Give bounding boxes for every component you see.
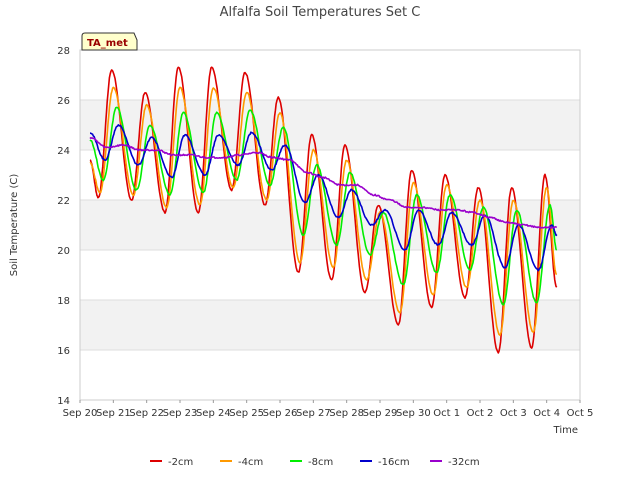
x-tick-label: Sep 21 xyxy=(96,408,131,419)
y-tick-label: 16 xyxy=(57,346,70,357)
y-tick-label: 20 xyxy=(57,246,70,257)
legend-label: -2cm xyxy=(168,457,193,468)
plot-frame xyxy=(79,49,581,401)
y-tick-label: 28 xyxy=(57,46,70,57)
annotation-box: TA_met xyxy=(81,32,138,51)
legend-label: -8cm xyxy=(308,457,333,468)
x-tick-label: Oct 5 xyxy=(567,408,594,419)
series-line-minus-4cm xyxy=(89,86,558,336)
x-tick-label: Oct 3 xyxy=(500,408,527,419)
legend-label: -16cm xyxy=(378,457,410,468)
series-layer xyxy=(89,66,558,354)
y-tick-label: 24 xyxy=(57,146,70,157)
x-tick-label: Sep 27 xyxy=(296,408,331,419)
y-tick-label: 26 xyxy=(57,96,70,107)
legend-label: -4cm xyxy=(238,457,263,468)
x-axis-label: Time xyxy=(553,425,578,436)
series-line-minus-8cm xyxy=(89,106,558,306)
x-tick-label: Sep 22 xyxy=(129,408,164,419)
y-tick-label: 18 xyxy=(57,296,70,307)
plot-band xyxy=(80,100,580,150)
x-tick-label: Oct 2 xyxy=(467,408,494,419)
x-tick-label: Sep 30 xyxy=(396,408,431,419)
y-tick-label: 14 xyxy=(57,396,70,407)
y-tick-label: 22 xyxy=(57,196,70,207)
y-tick-labels: 14 16 18 20 22 24 26 28 xyxy=(57,46,70,407)
x-tick-label: Sep 20 xyxy=(63,408,98,419)
x-tick-label: Oct 1 xyxy=(433,408,460,419)
x-tick-label: Sep 25 xyxy=(229,408,264,419)
x-tick-label: Sep 29 xyxy=(363,408,398,419)
x-tick-label: Sep 26 xyxy=(263,408,298,419)
x-tick-label: Oct 4 xyxy=(533,408,560,419)
x-tick-label: Sep 23 xyxy=(163,408,198,419)
y-axis-label: Soil Temperature (C) xyxy=(9,174,20,277)
plot-band xyxy=(80,300,580,350)
series-line-minus-32cm xyxy=(89,136,558,229)
annotation-label: TA_met xyxy=(87,38,128,49)
legend: -2cm -4cm -8cm -16cm -32cm xyxy=(150,457,480,468)
series-line-minus-2cm xyxy=(89,66,558,354)
chart-title: Alfalfa Soil Temperatures Set C xyxy=(220,5,421,20)
annotation-box-shape xyxy=(81,32,138,51)
x-tick-label: Sep 24 xyxy=(196,408,231,419)
legend-label: -32cm xyxy=(448,457,480,468)
x-tick-label: Sep 28 xyxy=(329,408,364,419)
